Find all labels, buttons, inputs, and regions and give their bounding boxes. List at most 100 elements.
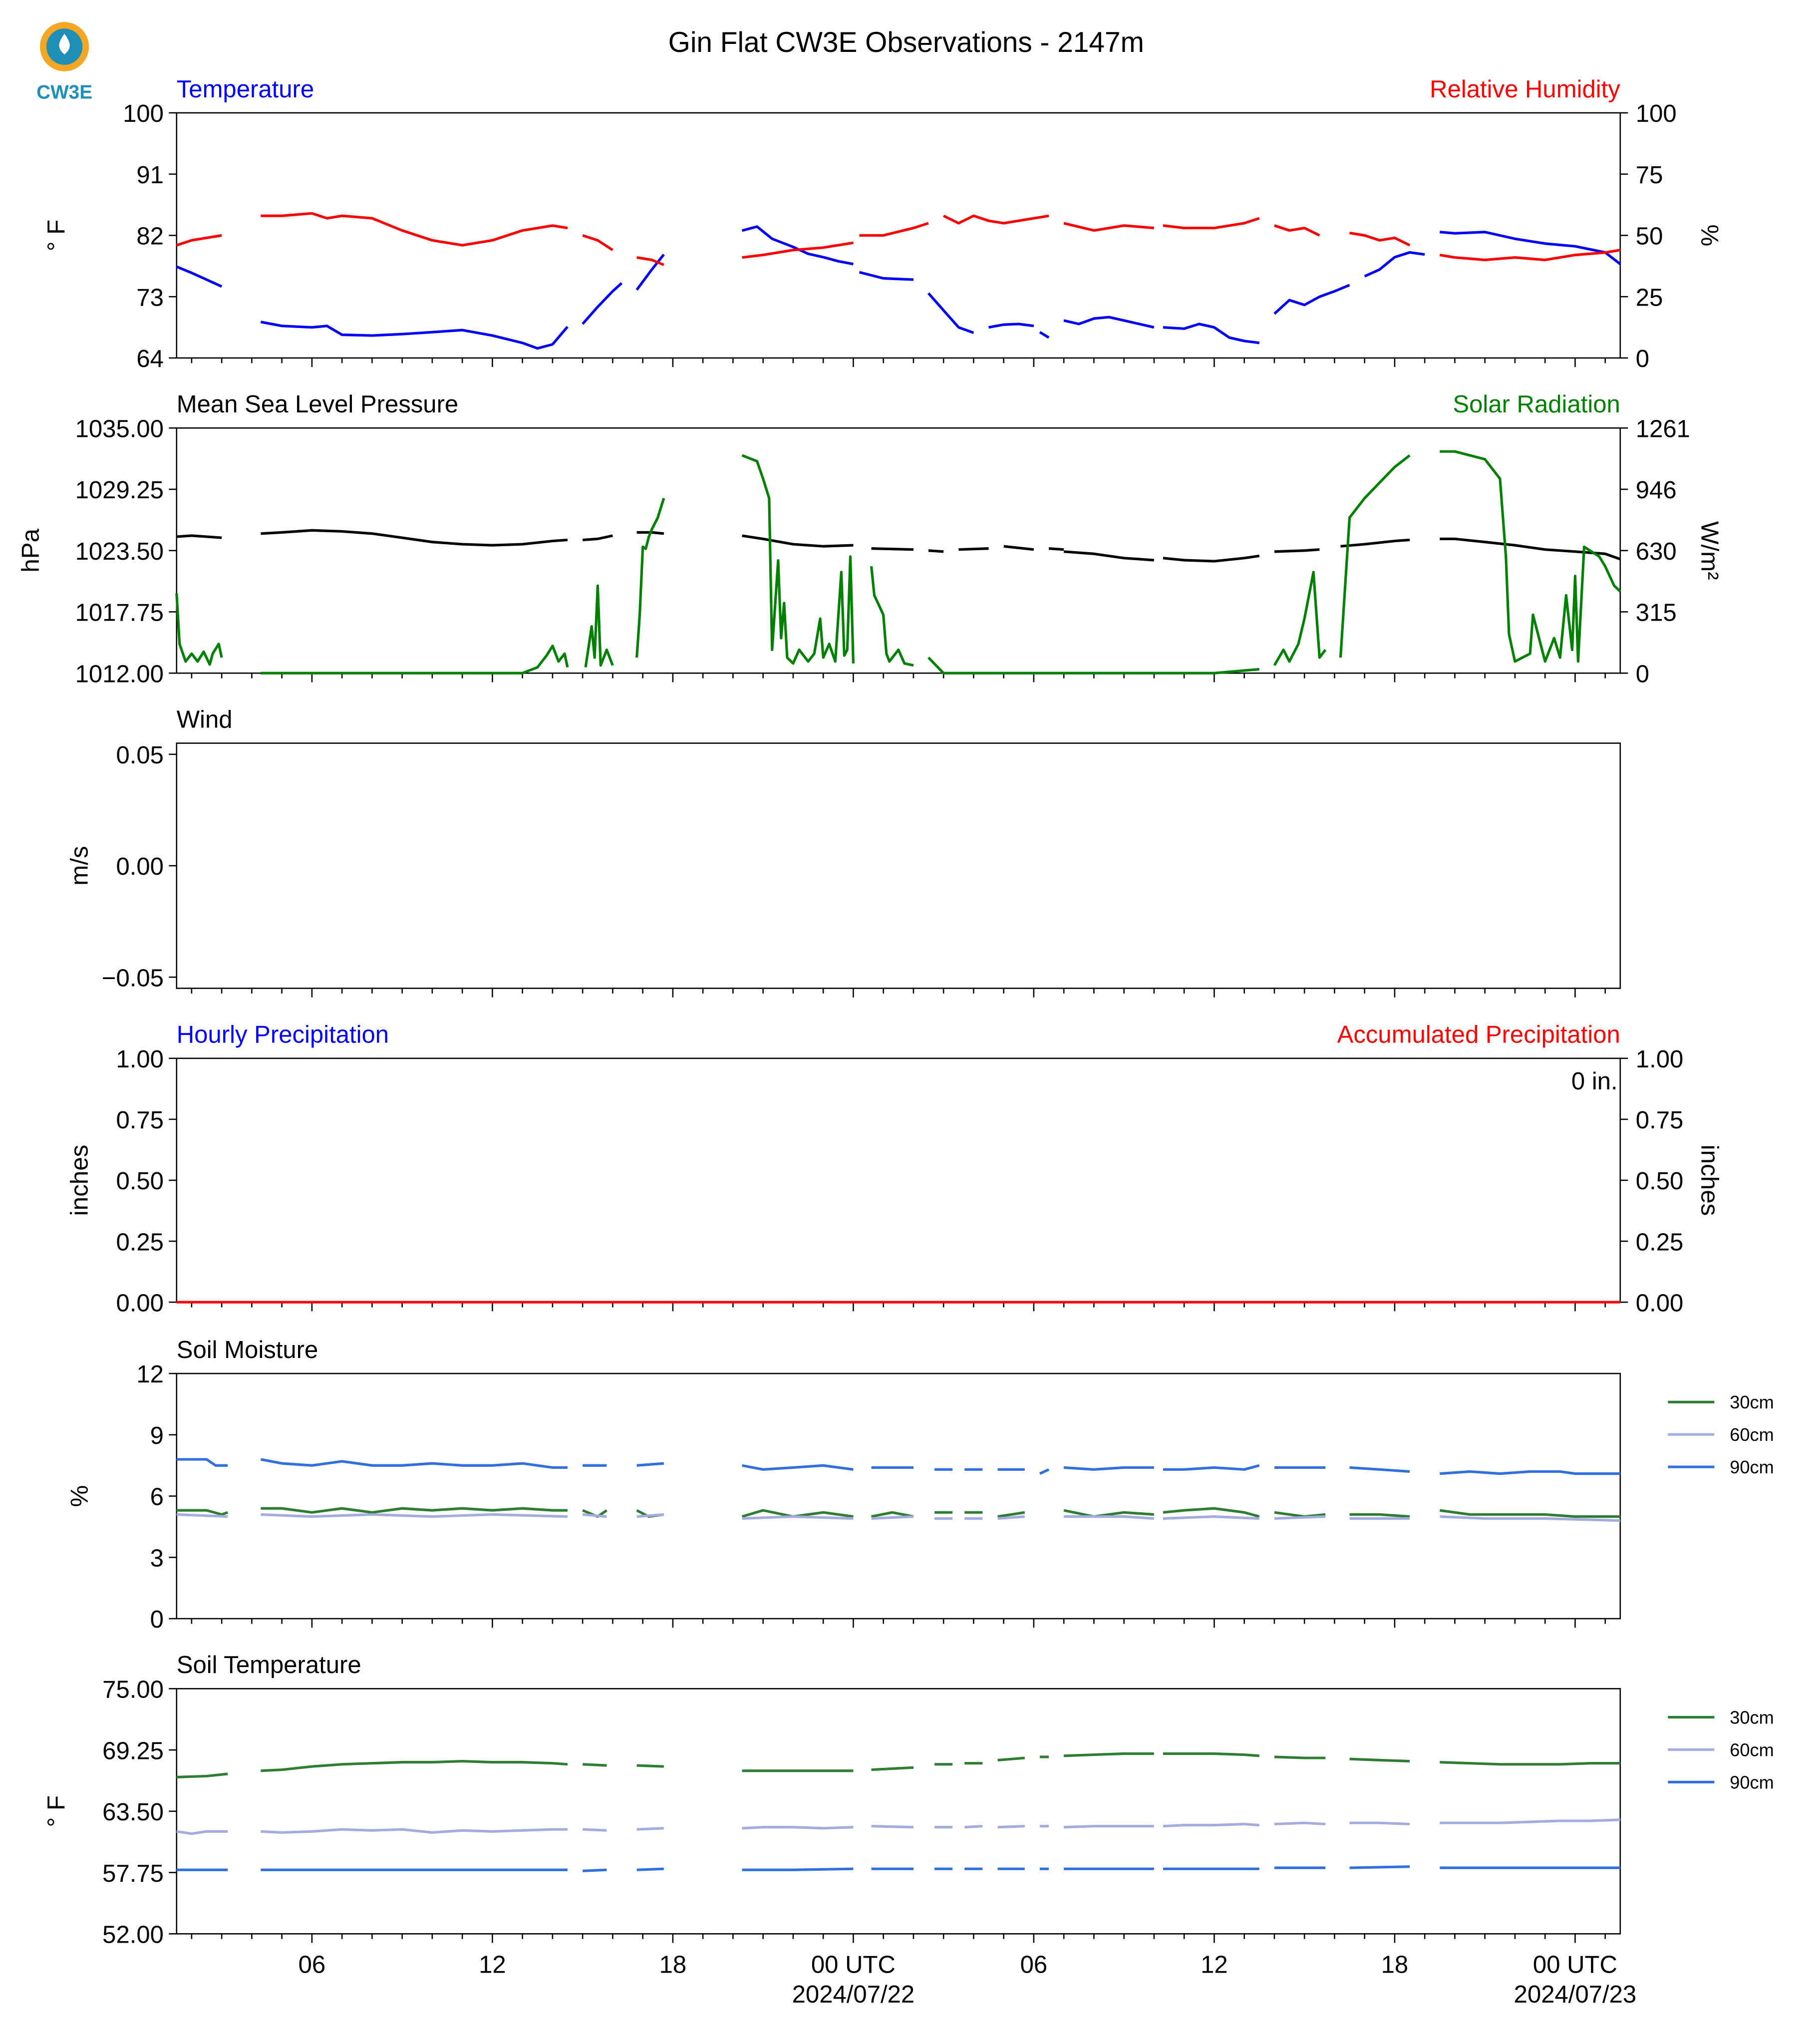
series-60cm-segment — [1274, 1821, 1326, 1826]
panel-title-left: Soil Temperature — [177, 1651, 361, 1679]
panels: Temperature Relative Humidity 64 73 82 91 100 0… — [17, 75, 1774, 2008]
series-mean-sea-level-pressure-segment — [1163, 554, 1260, 563]
series-mean-sea-level-pressure-segment — [1063, 550, 1155, 562]
y-tick-label: 12 — [136, 1360, 164, 1388]
series-30cm-segment — [1439, 1509, 1620, 1518]
y2-axis-title: W/m² — [1696, 521, 1724, 580]
y2-tick-label: 75 — [1636, 161, 1663, 189]
series-30cm-segment — [1274, 1755, 1326, 1759]
series-mean-sea-level-pressure-segment — [958, 547, 989, 551]
series-relative-humidity-segment — [1349, 232, 1411, 247]
y-tick-label: 1.00 — [116, 1045, 163, 1073]
logo-drop-icon — [59, 33, 70, 55]
series-relative-humidity-segment — [1439, 249, 1621, 262]
y-tick-label: 57.75 — [102, 1860, 164, 1887]
y-tick-label: 1012.00 — [75, 660, 164, 687]
y-tick-label: 1029.25 — [75, 476, 164, 504]
y2-tick-label: 0.50 — [1636, 1167, 1683, 1195]
series-90cm-segment — [583, 1868, 607, 1872]
series-60cm-segment — [997, 1825, 1025, 1829]
series-60cm-segment — [1349, 1821, 1410, 1826]
y-axis-title: inches — [66, 1145, 93, 1216]
x-tick-date-label: 2024/07/22 — [792, 1981, 915, 2008]
series-temperature-segment — [927, 292, 974, 335]
y2-axis-title: inches — [1696, 1145, 1724, 1216]
y2-tick-label: 50 — [1636, 223, 1663, 250]
legend-label: 30cm — [1730, 1707, 1774, 1727]
series-60cm-segment — [997, 1515, 1025, 1520]
y2-tick-label: 100 — [1636, 100, 1677, 127]
series-temperature-segment — [260, 321, 569, 350]
series-30cm-segment — [1349, 1757, 1410, 1763]
y2-tick-label: 25 — [1636, 284, 1663, 311]
series-relative-humidity-segment — [176, 234, 222, 247]
series-90cm-segment — [1039, 1468, 1050, 1475]
y-axis-title: % — [66, 1485, 93, 1507]
y2-tick-label: 0.00 — [1636, 1289, 1683, 1317]
series-solar-radiation-segment — [1440, 450, 1621, 663]
legend-label: 60cm — [1730, 1739, 1774, 1760]
series-60cm-segment — [1274, 1515, 1326, 1520]
x-tick-label: 06 — [299, 1951, 326, 1978]
series-30cm-segment — [997, 1511, 1025, 1518]
series-90cm-segment — [742, 1464, 854, 1471]
series-relative-humidity-segment — [943, 214, 1049, 225]
y2-tick-label: 1.00 — [1636, 1045, 1683, 1073]
plot-frame — [176, 1057, 1621, 1303]
y-tick-label: 69.25 — [102, 1737, 164, 1764]
y2-axis-title: % — [1696, 225, 1724, 247]
y2-tick-label: 630 — [1636, 538, 1677, 565]
series-solar-radiation-segment — [1273, 571, 1327, 666]
series-30cm-segment — [176, 1509, 229, 1516]
y-axis-title: m/s — [66, 846, 93, 886]
series-relative-humidity-segment — [1063, 222, 1155, 232]
panel-title-left: Temperature — [177, 75, 314, 103]
series-temperature-segment — [582, 282, 623, 325]
series-60cm-segment — [1064, 1515, 1155, 1520]
y-tick-label: 64 — [136, 345, 164, 372]
series-90cm-segment — [1063, 1466, 1154, 1471]
panel-title-left: Wind — [177, 705, 233, 733]
series-relative-humidity-segment — [636, 256, 664, 266]
series-30cm-segment — [871, 1511, 914, 1518]
series-mean-sea-level-pressure-segment — [176, 534, 222, 539]
x-tick-label: 12 — [479, 1951, 506, 1978]
series-60cm-segment — [261, 1513, 568, 1518]
y-tick-label: 0 — [150, 1606, 164, 1633]
y-tick-label: 73 — [136, 284, 164, 311]
plot-frame — [176, 112, 1621, 359]
series-temperature-segment — [1063, 316, 1155, 329]
y-tick-label: 3 — [150, 1544, 164, 1572]
y2-tick-label: 0.75 — [1636, 1106, 1683, 1134]
series-60cm-segment — [964, 1825, 983, 1829]
x-tick-label: 12 — [1201, 1951, 1228, 1978]
y-axis-title: ° F — [42, 1795, 70, 1827]
y-tick-label: 1035.00 — [75, 415, 164, 442]
y-tick-label: 52.00 — [102, 1921, 164, 1948]
series-mean-sea-level-pressure-segment — [582, 534, 613, 542]
plot-frame — [176, 1688, 1621, 1935]
series-mean-sea-level-pressure-segment — [742, 534, 854, 548]
panel-5: Soil Moisture 0 3 6 9 12% 30cm 60cm 90cm — [66, 1336, 1774, 1634]
y-tick-label: 75.00 — [102, 1676, 164, 1703]
series-mean-sea-level-pressure-segment — [1440, 537, 1621, 561]
panel-4: Hourly Precipitation Accumulated Precipit… — [66, 1020, 1724, 1317]
series-30cm-segment — [871, 1766, 914, 1771]
series-60cm-segment — [636, 1513, 664, 1518]
series-30cm-segment — [1349, 1513, 1410, 1518]
series-30cm-segment — [1063, 1509, 1155, 1518]
series-relative-humidity-segment — [859, 222, 929, 237]
y-tick-label: 91 — [136, 161, 164, 189]
series-90cm-segment — [742, 1867, 854, 1871]
panel-title-right: Accumulated Precipitation — [1337, 1020, 1620, 1048]
series-temperature-segment — [1364, 251, 1425, 278]
y-tick-label: 0.05 — [116, 741, 163, 769]
plot-frame — [176, 427, 1621, 674]
series-30cm-segment — [1163, 1507, 1260, 1518]
series-90cm-segment — [1440, 1470, 1620, 1475]
series-30cm-segment — [636, 1764, 664, 1768]
logo-text: CW3E — [36, 81, 92, 103]
y-tick-label: 1017.75 — [75, 599, 164, 627]
series-solar-radiation-segment — [175, 593, 223, 666]
